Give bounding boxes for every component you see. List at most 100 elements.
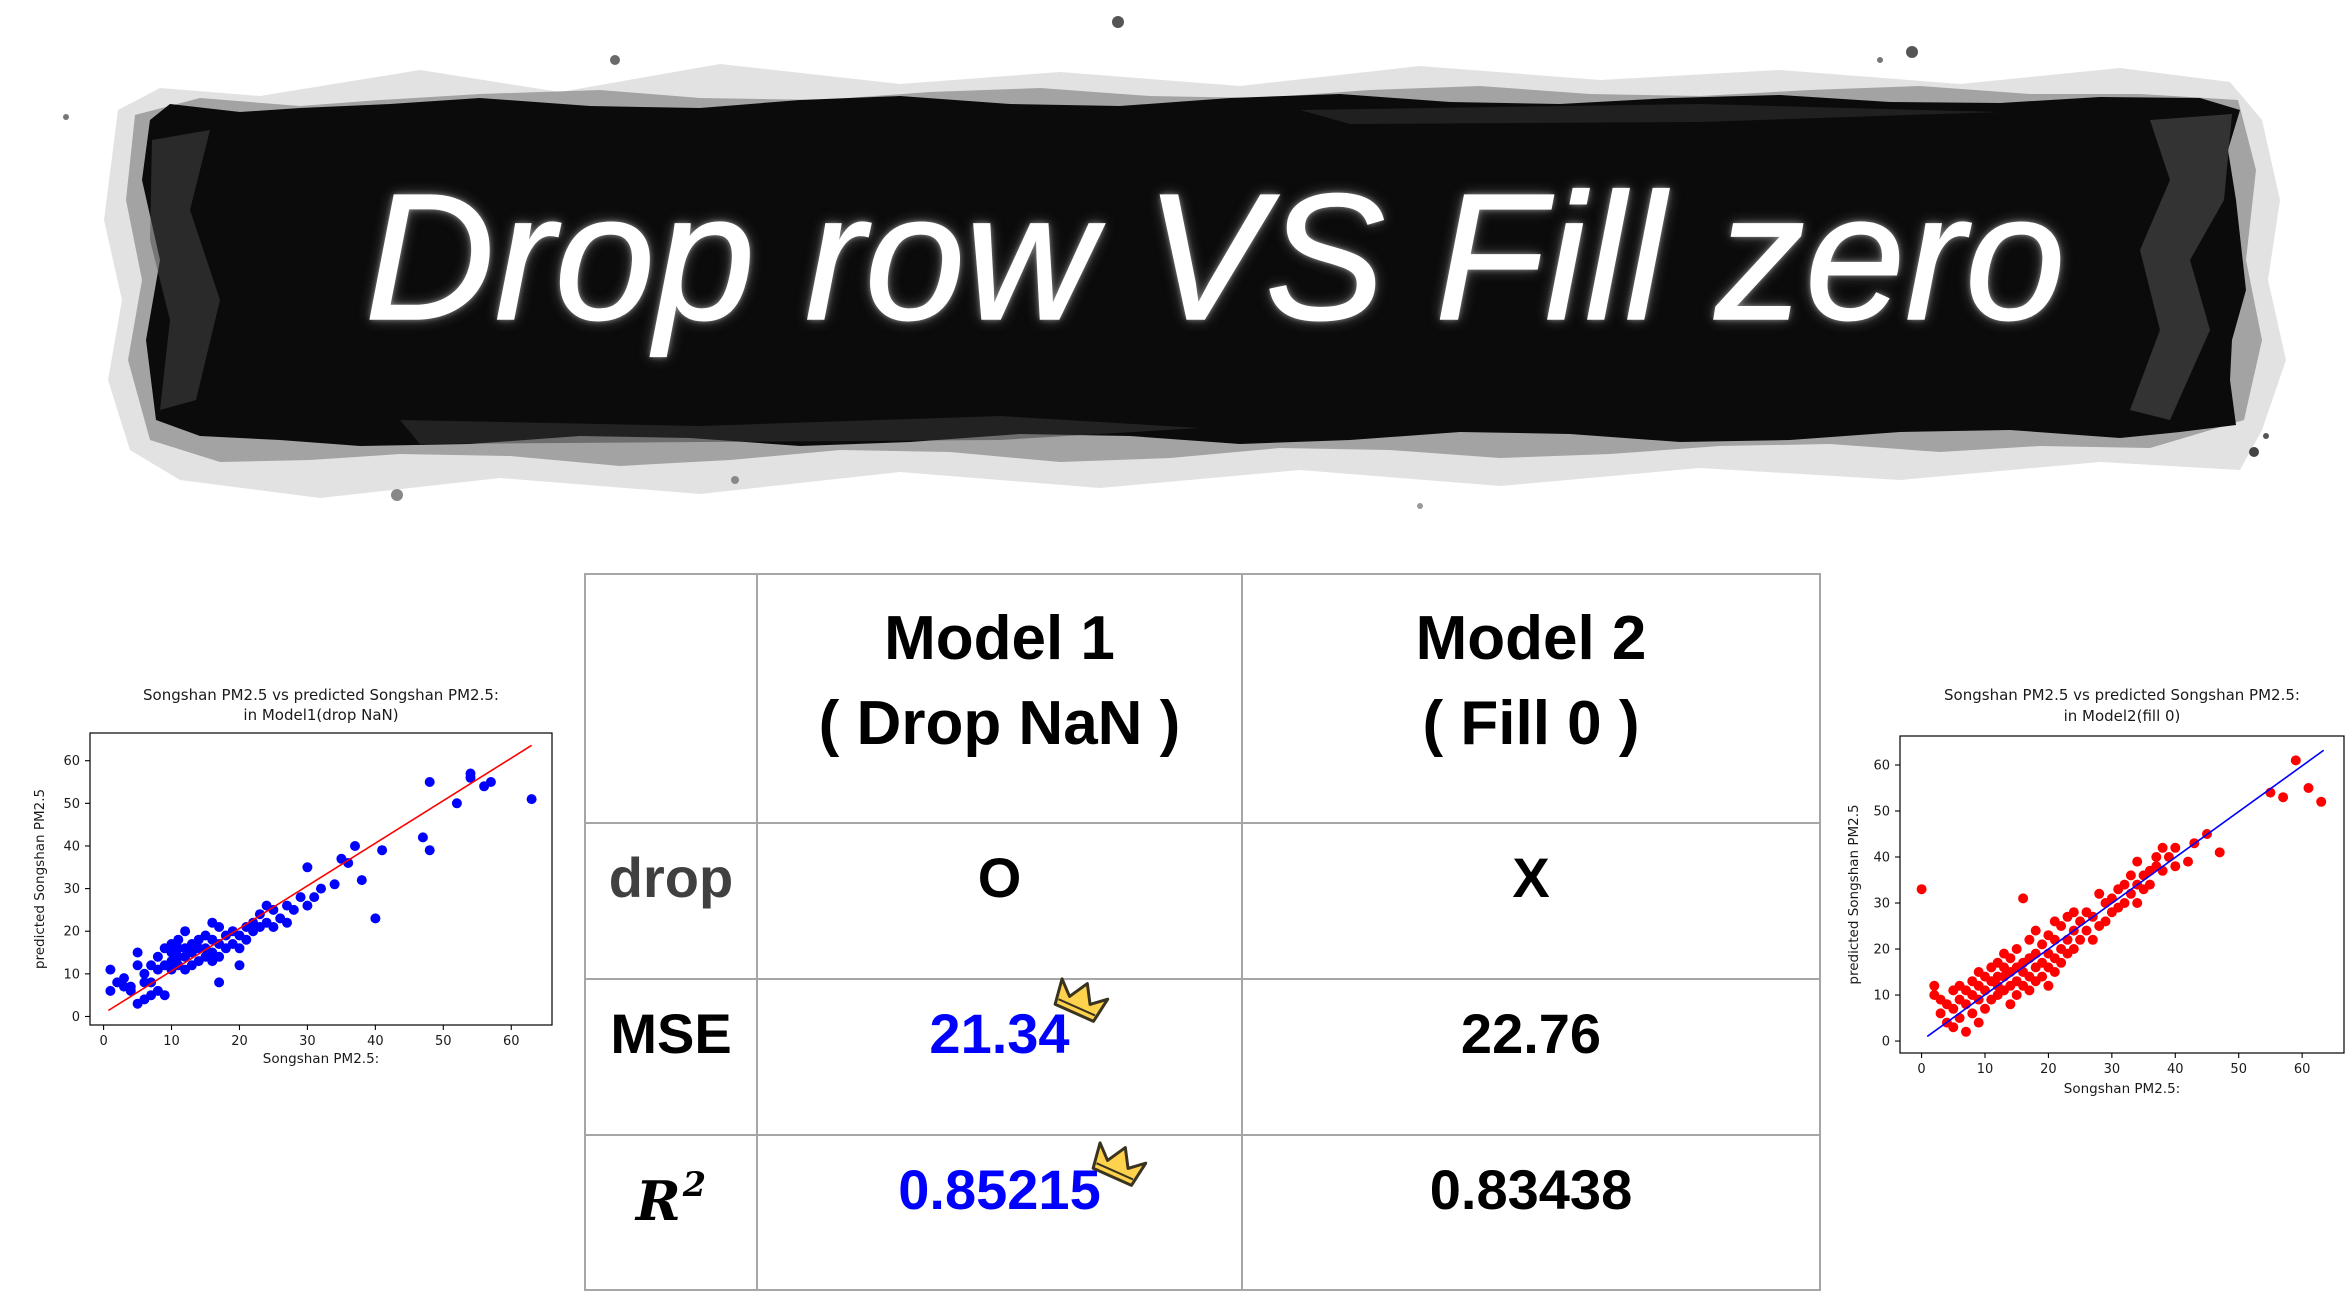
x-tick-label: 30: [299, 1034, 316, 1049]
data-point: [241, 934, 252, 945]
data-point: [2151, 852, 2162, 862]
data-point: [132, 960, 143, 971]
banner-streak: [150, 130, 220, 410]
fit-line: [107, 744, 533, 1012]
r2-model1-value: 0.85215: [758, 1136, 1243, 1291]
data-point: [288, 904, 299, 915]
data-point: [377, 845, 388, 856]
data-point: [2018, 893, 2029, 904]
data-point: [1980, 1003, 1990, 1014]
data-point: [2119, 898, 2130, 908]
data-point: [268, 904, 279, 915]
data-point: [152, 951, 163, 962]
mse-model1-value: 21.34: [758, 980, 1243, 1136]
drop-model2-value: X: [1243, 824, 1821, 980]
data-point: [159, 990, 170, 1001]
y-tick-label: 10: [63, 967, 80, 982]
data-point: [2081, 925, 2092, 936]
r2-model2-value: 0.83438: [1243, 1136, 1821, 1291]
data-point: [2005, 953, 2016, 964]
data-point: [2132, 898, 2143, 908]
data-point: [214, 951, 225, 962]
data-point: [2100, 916, 2111, 927]
data-point: [2087, 934, 2098, 945]
y-tick-label: 50: [1873, 804, 1890, 819]
data-point: [2056, 957, 2067, 968]
chart-title-line: Songshan PM2.5 vs predicted Songshan PM2…: [143, 686, 499, 704]
y-axis-label: predicted Songshan PM2.5: [1846, 804, 1862, 984]
data-point: [2214, 847, 2225, 858]
data-point: [2170, 842, 2181, 853]
y-tick-label: 20: [1873, 943, 1890, 958]
x-tick-label: 40: [2167, 1062, 2184, 1077]
data-point: [343, 858, 354, 868]
crown-icon: [1091, 1141, 1148, 1187]
data-point: [302, 862, 313, 873]
data-point: [105, 964, 116, 975]
data-point: [1935, 1008, 1946, 1019]
data-point: [282, 917, 292, 928]
data-point: [2011, 990, 2022, 1000]
data-point: [1961, 1026, 1971, 1037]
drop-model1-value: O: [758, 824, 1243, 980]
axes-frame: [89, 732, 553, 1026]
data-point: [451, 798, 462, 809]
x-tick-label: 0: [99, 1034, 107, 1049]
y-tick-label: 10: [1873, 989, 1890, 1004]
banner-streak: [2130, 114, 2232, 420]
data-point: [214, 977, 225, 988]
x-tick-label: 50: [435, 1034, 452, 1049]
data-point: [2037, 971, 2048, 982]
r-squared-exponent: 2: [682, 1164, 707, 1204]
fit-line: [1926, 749, 2325, 1038]
chart-title-line: Songshan PM2.5 vs predicted Songshan PM2…: [1944, 686, 2300, 704]
data-point: [125, 985, 136, 996]
data-point: [105, 985, 116, 996]
ink-splatter: [391, 489, 403, 501]
data-point: [1948, 1003, 1959, 1014]
data-point: [370, 913, 381, 924]
data-point: [316, 883, 326, 894]
x-axis-label: Songshan PM2.5:: [2064, 1081, 2180, 1097]
data-point: [1916, 884, 1927, 895]
data-point: [424, 777, 435, 787]
brush-stroke-banner: [63, 16, 2286, 509]
data-point: [2075, 916, 2086, 927]
data-point: [2094, 888, 2105, 899]
x-tick-label: 20: [231, 1034, 248, 1049]
ink-splatter: [2249, 447, 2259, 457]
data-point: [2075, 934, 2086, 945]
data-point: [1948, 1022, 1959, 1033]
data-point: [2303, 783, 2314, 793]
row-label-mse: MSE: [586, 980, 758, 1136]
data-point: [2030, 925, 2041, 936]
chart-title-line: in Model1(drop NaN): [243, 706, 398, 724]
data-point: [1973, 1017, 1984, 1028]
slide-title: Drop row VS Fill zero: [364, 157, 2066, 358]
data-point: [119, 973, 129, 984]
data-point: [356, 875, 367, 886]
y-tick-label: 40: [1873, 851, 1890, 866]
data-point: [2316, 796, 2327, 807]
y-tick-label: 40: [63, 839, 80, 854]
data-point: [350, 841, 360, 851]
data-point: [2068, 944, 2079, 954]
x-tick-label: 10: [1977, 1062, 1994, 1077]
x-tick-label: 20: [2040, 1062, 2057, 1077]
data-point: [2106, 893, 2117, 904]
ink-splatter: [1112, 16, 1124, 28]
data-point: [424, 845, 435, 856]
header-corner-cell: [586, 575, 758, 824]
ink-splatter: [1417, 503, 1423, 509]
data-point: [214, 922, 225, 932]
data-point: [1954, 1013, 1965, 1023]
y-tick-label: 0: [1882, 1035, 1890, 1050]
row-label-drop: drop: [586, 824, 758, 980]
data-point: [295, 892, 306, 903]
ink-splatter: [1906, 46, 1918, 58]
data-point: [2278, 792, 2289, 803]
data-point: [465, 772, 476, 783]
ink-splatter: [2263, 433, 2269, 439]
x-tick-label: 60: [503, 1034, 520, 1049]
